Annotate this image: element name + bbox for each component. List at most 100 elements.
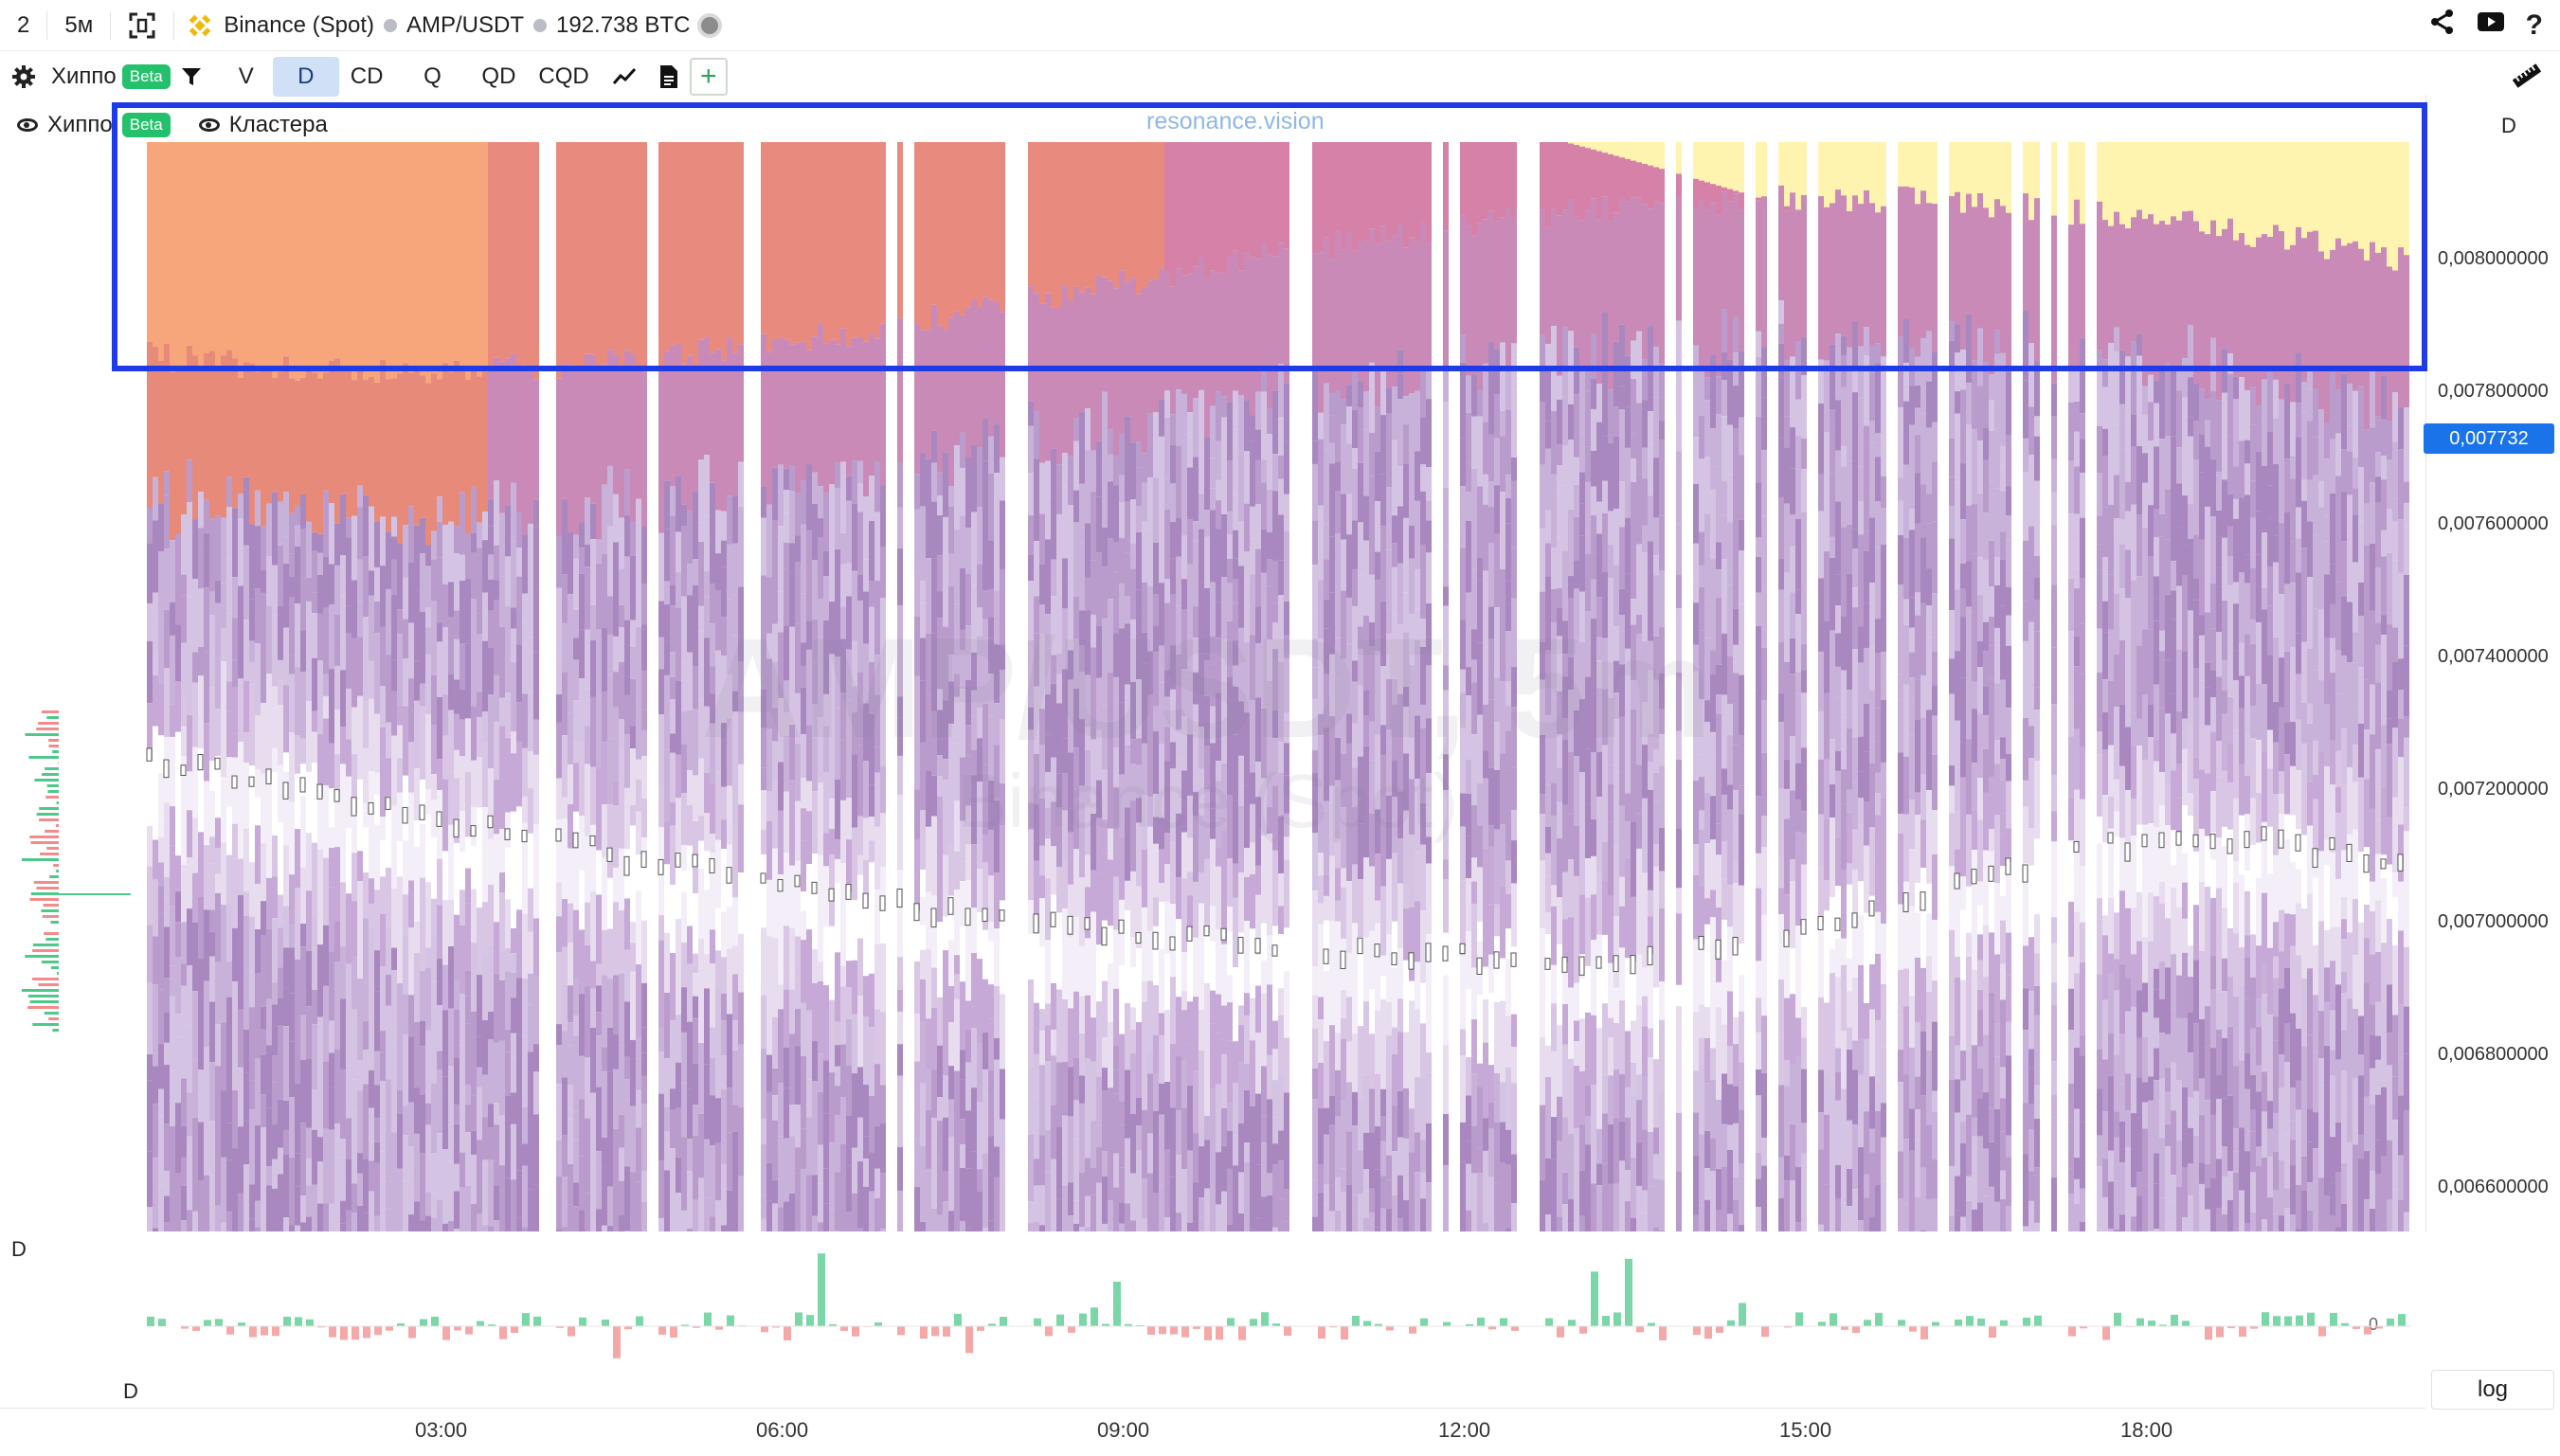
heatmap-cell xyxy=(283,1073,289,1101)
heatmap-cell xyxy=(1756,961,1761,998)
heatmap-cell xyxy=(289,1225,295,1231)
heatmap-cell xyxy=(1113,288,1119,456)
heatmap-cell xyxy=(846,1116,852,1165)
heatmap-cell xyxy=(488,885,494,945)
heatmap-cell xyxy=(1415,1077,1420,1132)
heatmap-cell xyxy=(1619,481,1625,527)
heatmap-cell xyxy=(295,960,300,1031)
ruler-icon[interactable] xyxy=(2511,63,2543,96)
heatmap-cell xyxy=(1216,1084,1221,1152)
heatmap-cell xyxy=(471,943,477,1011)
heatmap-cell xyxy=(1363,1001,1369,1075)
heatmap-cell xyxy=(1716,414,1722,466)
heatmap-cell xyxy=(278,1148,283,1175)
eye-icon[interactable] xyxy=(199,118,220,132)
heatmap-cell xyxy=(1511,1083,1517,1154)
video-icon[interactable] xyxy=(2477,9,2505,42)
heatmap-cell xyxy=(295,1084,300,1154)
heatmap-cell xyxy=(596,793,602,851)
heatmap-cell xyxy=(1704,793,1710,843)
heatmap-cell xyxy=(1488,543,1494,606)
heatmap-cell xyxy=(1596,1028,1602,1067)
heatmap-cell xyxy=(243,969,249,1006)
heatmap-cell xyxy=(488,142,494,371)
heatmap-cell xyxy=(323,674,329,696)
heatmap-cell xyxy=(1699,566,1704,587)
heatmap-cell xyxy=(1312,1029,1318,1069)
heatmap-cell xyxy=(1318,1108,1324,1165)
eye-icon[interactable] xyxy=(17,118,38,132)
heatmap-cell xyxy=(1397,142,1403,225)
heatmap-cell xyxy=(300,378,306,494)
heatmap-cell xyxy=(1113,1093,1119,1153)
heatmap-cell xyxy=(374,142,380,383)
heatmap-cell xyxy=(1477,825,1483,867)
heatmap-cell xyxy=(1625,1201,1631,1231)
heatmap-cell xyxy=(948,1137,954,1211)
heatmap-cell xyxy=(1199,1010,1204,1030)
heatmap-cell xyxy=(1693,142,1699,179)
heatmap-cell xyxy=(420,518,425,553)
heatmap-cell xyxy=(283,1101,289,1130)
heatmap-cell xyxy=(187,771,192,810)
heatmap-cell xyxy=(556,536,562,587)
help-icon[interactable]: ? xyxy=(2526,9,2543,42)
heatmap-cell xyxy=(346,828,352,893)
share-icon[interactable] xyxy=(2429,9,2456,43)
heatmap-cell xyxy=(528,932,533,974)
heatmap-cell xyxy=(164,822,170,877)
heatmap-cell xyxy=(994,1086,1000,1146)
heatmap-cell xyxy=(687,874,693,926)
heatmap-cell xyxy=(1358,1026,1363,1099)
heatmap-cell xyxy=(437,1051,442,1070)
heatmap-cell xyxy=(1352,469,1358,521)
heatmap-cell xyxy=(283,987,289,1007)
heatmap-cell xyxy=(300,739,306,764)
heatmap-cell xyxy=(1761,398,1767,450)
heatmap-cell xyxy=(1551,142,1557,208)
heatmap-cell xyxy=(1659,1179,1665,1231)
heatmap-cell xyxy=(1420,1023,1426,1078)
heatmap-cell xyxy=(1250,415,1255,440)
heatmap-cell xyxy=(425,1104,431,1125)
heatmap-cell xyxy=(897,990,903,1012)
heatmap-cell xyxy=(1091,142,1096,295)
heatmap-cell xyxy=(562,899,568,947)
legend-hippo[interactable]: Хиппо xyxy=(47,112,113,138)
heatmap-cell xyxy=(926,142,931,331)
heatmap-cell xyxy=(1028,142,1034,286)
heatmap-cell xyxy=(1443,1205,1449,1231)
heatmap-cell xyxy=(1039,142,1045,304)
heatmap-cell xyxy=(1091,1168,1096,1195)
heatmap-cell xyxy=(1085,996,1091,1059)
heatmap-cell xyxy=(1341,1102,1346,1169)
heatmap-cell xyxy=(1000,1151,1005,1193)
heatmap-cell xyxy=(1500,492,1505,518)
heatmap-cell xyxy=(1557,444,1562,465)
heatmap-cell xyxy=(1199,258,1204,390)
heatmap-cell xyxy=(1079,1034,1085,1076)
heatmap-cell xyxy=(482,1159,488,1224)
heatmap-cell xyxy=(1733,386,1739,429)
heatmap-cell xyxy=(215,779,221,818)
heatmap-cell xyxy=(1159,437,1164,489)
heatmap-cell xyxy=(158,773,164,837)
heatmap-cell xyxy=(721,1089,727,1164)
heatmap-cell xyxy=(937,797,943,866)
heatmap-cell xyxy=(238,1010,243,1068)
heatmap-cell xyxy=(1250,507,1255,539)
heatmap-cell xyxy=(516,702,522,743)
heatmap-cell xyxy=(1102,854,1108,921)
heatmap-cell xyxy=(1386,1115,1392,1156)
heatmap-cell xyxy=(863,908,869,976)
heatmap-cell xyxy=(1363,1217,1369,1231)
heatmap-cell xyxy=(1505,582,1511,604)
heatmap-cell xyxy=(801,911,806,940)
heatmap-cell xyxy=(1596,1216,1602,1231)
heatmap-cell xyxy=(687,142,693,355)
heatmap-cell xyxy=(613,590,619,636)
heatmap-cell xyxy=(607,1028,613,1070)
heatmap-cell xyxy=(1335,922,1341,963)
heatmap-cell xyxy=(1756,998,1761,1032)
legend-clusters[interactable]: Кластера xyxy=(229,112,328,138)
